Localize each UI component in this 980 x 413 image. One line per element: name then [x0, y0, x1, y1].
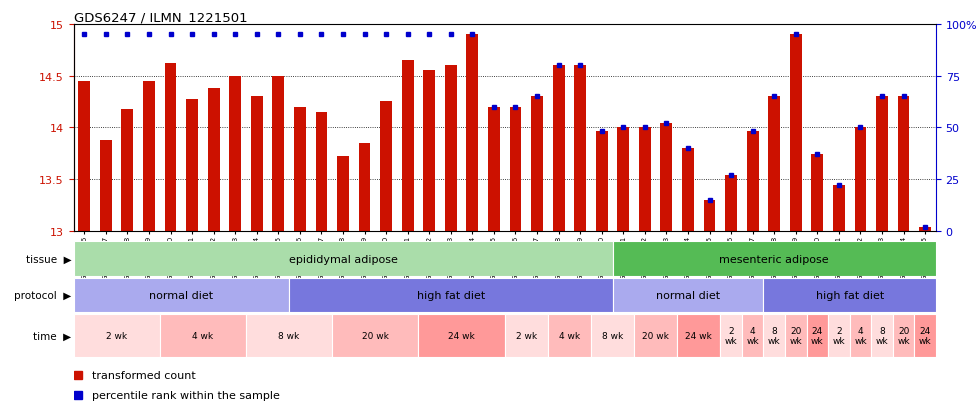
Bar	[828, 314, 850, 357]
Bar	[574, 66, 586, 231]
Bar	[725, 176, 737, 231]
Bar	[811, 155, 823, 231]
Bar	[466, 35, 478, 231]
Text: 4
wk: 4 wk	[855, 326, 866, 345]
Bar	[488, 107, 500, 231]
Bar	[100, 140, 112, 231]
Bar	[634, 314, 677, 357]
Text: 4 wk: 4 wk	[559, 331, 580, 340]
Bar	[143, 82, 155, 231]
Bar	[704, 200, 715, 231]
Text: 8
wk: 8 wk	[768, 326, 780, 345]
Text: 2
wk: 2 wk	[725, 326, 737, 345]
Text: tissue  ▶: tissue ▶	[25, 254, 72, 264]
Text: percentile rank within the sample: percentile rank within the sample	[92, 390, 280, 400]
Bar	[510, 107, 521, 231]
Bar	[531, 97, 543, 231]
Text: 24
wk: 24 wk	[919, 326, 931, 345]
Bar	[122, 109, 133, 231]
Text: high fat diet: high fat diet	[815, 290, 884, 300]
Text: normal diet: normal diet	[656, 290, 720, 300]
Bar	[208, 89, 220, 231]
Bar	[294, 107, 306, 231]
Bar	[893, 314, 914, 357]
Bar	[165, 64, 176, 231]
Text: 24 wk: 24 wk	[448, 331, 475, 340]
Bar	[380, 102, 392, 231]
Text: 2 wk: 2 wk	[106, 331, 127, 340]
Bar	[359, 144, 370, 231]
Text: 8 wk: 8 wk	[278, 331, 300, 340]
Bar	[289, 278, 612, 312]
Text: 8 wk: 8 wk	[602, 331, 623, 340]
Bar	[682, 149, 694, 231]
Text: 24 wk: 24 wk	[685, 331, 712, 340]
Bar	[850, 314, 871, 357]
Bar	[423, 71, 435, 231]
Text: high fat diet: high fat diet	[416, 290, 485, 300]
Bar	[445, 66, 457, 231]
Bar	[742, 314, 763, 357]
Bar	[186, 100, 198, 231]
Bar	[78, 82, 90, 231]
Bar	[505, 314, 548, 357]
Bar	[246, 314, 332, 357]
Bar	[418, 314, 505, 357]
Text: time  ▶: time ▶	[33, 330, 72, 341]
Text: 8
wk: 8 wk	[876, 326, 888, 345]
Bar	[720, 314, 742, 357]
Bar	[914, 314, 936, 357]
Bar	[612, 278, 763, 312]
Text: 20 wk: 20 wk	[642, 331, 669, 340]
Bar	[553, 66, 564, 231]
Text: transformed count: transformed count	[92, 370, 196, 380]
Bar	[855, 128, 866, 231]
Bar	[898, 97, 909, 231]
Text: 20 wk: 20 wk	[362, 331, 389, 340]
Bar	[763, 314, 785, 357]
Bar	[785, 314, 807, 357]
Bar	[807, 314, 828, 357]
Bar	[74, 242, 612, 277]
Text: 2 wk: 2 wk	[515, 331, 537, 340]
Text: 20
wk: 20 wk	[898, 326, 909, 345]
Bar	[617, 128, 629, 231]
Bar	[677, 314, 720, 357]
Text: normal diet: normal diet	[149, 290, 214, 300]
Bar	[876, 97, 888, 231]
Bar	[160, 314, 246, 357]
Bar	[337, 157, 349, 231]
Bar	[596, 132, 608, 231]
Bar	[763, 278, 936, 312]
Bar	[74, 278, 289, 312]
Bar	[661, 124, 672, 231]
Text: 2
wk: 2 wk	[833, 326, 845, 345]
Bar	[871, 314, 893, 357]
Text: GDS6247 / ILMN_1221501: GDS6247 / ILMN_1221501	[74, 11, 247, 24]
Bar	[612, 242, 936, 277]
Bar	[74, 314, 160, 357]
Text: 24
wk: 24 wk	[811, 326, 823, 345]
Bar	[747, 132, 759, 231]
Text: protocol  ▶: protocol ▶	[14, 290, 72, 300]
Bar	[402, 61, 414, 231]
Bar	[639, 128, 651, 231]
Bar	[790, 35, 802, 231]
Text: 20
wk: 20 wk	[790, 326, 802, 345]
Bar	[919, 227, 931, 231]
Text: epididymal adipose: epididymal adipose	[288, 254, 398, 264]
Text: mesenteric adipose: mesenteric adipose	[719, 254, 829, 264]
Bar	[591, 314, 634, 357]
Bar	[548, 314, 591, 357]
Text: 4
wk: 4 wk	[747, 326, 759, 345]
Bar	[332, 314, 418, 357]
Bar	[272, 76, 284, 231]
Bar	[316, 113, 327, 231]
Bar	[229, 76, 241, 231]
Bar	[768, 97, 780, 231]
Bar	[251, 97, 263, 231]
Text: 4 wk: 4 wk	[192, 331, 214, 340]
Bar	[833, 186, 845, 231]
